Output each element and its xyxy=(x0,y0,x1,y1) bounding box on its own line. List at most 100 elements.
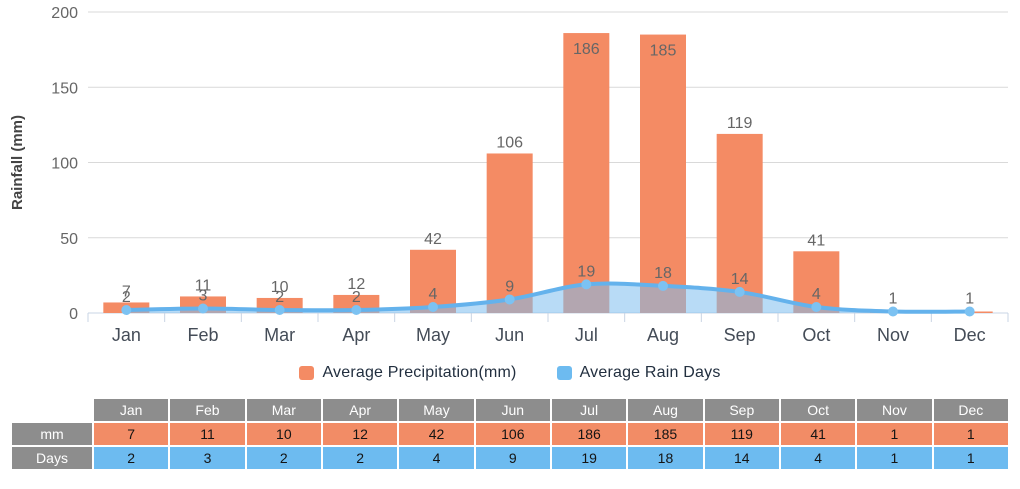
table-value-cell: 42 xyxy=(399,423,474,445)
table-value-cell: 12 xyxy=(322,423,398,445)
x-axis-label: Jun xyxy=(495,325,524,345)
x-axis-label: Nov xyxy=(877,325,909,345)
y-axis-tick-label: 0 xyxy=(69,306,78,323)
rain-days-value-label: 18 xyxy=(654,265,672,282)
table-row-days: Days 2 3 2 2 4 9 19 18 14 4 1 1 xyxy=(12,447,1008,469)
y-axis-tick-label: 50 xyxy=(60,231,78,248)
rain-days-value-label: 1 xyxy=(965,291,974,308)
table-value-cell: 18 xyxy=(628,447,703,469)
x-axis-label: Oct xyxy=(802,325,830,345)
legend-label: Average Precipitation(mm) xyxy=(322,364,517,381)
table-value-cell: 9 xyxy=(475,447,550,469)
table-value-cell: 10 xyxy=(246,423,321,445)
table-value-cell: 185 xyxy=(628,423,703,445)
rain-days-marker xyxy=(964,306,975,317)
table-row-label: mm xyxy=(12,423,92,445)
legend-label: Average Rain Days xyxy=(579,364,721,381)
x-axis-label: Dec xyxy=(954,325,986,345)
rain-days-marker xyxy=(581,279,592,290)
table-value-cell: 1 xyxy=(857,423,932,445)
precipitation-value-label: 186 xyxy=(573,41,600,58)
table-value-cell: 2 xyxy=(322,447,398,469)
rain-days-marker xyxy=(811,301,822,312)
precipitation-value-label: 106 xyxy=(496,134,523,151)
table-value-cell: 41 xyxy=(780,423,856,445)
rain-days-value-label: 2 xyxy=(352,289,361,306)
precipitation-bar xyxy=(486,153,533,313)
table-value-cell: 186 xyxy=(551,423,627,445)
rain-days-marker xyxy=(428,301,438,312)
precipitation-value-label: 42 xyxy=(424,231,442,248)
table-month-header: Nov xyxy=(857,399,932,421)
x-axis-label: May xyxy=(416,325,450,345)
table-value-cell: 119 xyxy=(704,423,779,445)
x-axis-label: Jan xyxy=(112,325,141,345)
x-axis-label: Apr xyxy=(342,325,370,345)
precipitation-value-label: 12 xyxy=(347,276,365,293)
rain-days-marker xyxy=(198,303,208,314)
table-value-cell: 19 xyxy=(551,447,627,469)
table-value-cell: 1 xyxy=(933,447,1008,469)
precipitation-bar xyxy=(563,33,610,313)
table-row-label: Days xyxy=(12,447,92,469)
precipitation-value-label: 10 xyxy=(271,279,289,296)
rain-days-legend-swatch xyxy=(556,366,572,380)
precipitation-value-label: 11 xyxy=(195,277,212,294)
x-axis-label: Mar xyxy=(264,325,295,345)
rain-days-marker xyxy=(888,306,898,317)
table-value-cell: 1 xyxy=(857,447,932,469)
rain-days-value-label: 9 xyxy=(505,278,514,295)
rain-days-value-label: 1 xyxy=(889,291,898,308)
table-corner-cell xyxy=(12,399,92,421)
x-axis-label: Sep xyxy=(724,325,756,345)
precipitation-value-label: 7 xyxy=(122,283,131,300)
precipitation-value-label: 119 xyxy=(727,115,753,132)
monthly-data-table: Jan Feb Mar Apr May Jun Jul Aug Sep Oct Nov Dec mm 7 1… xyxy=(10,397,1010,471)
x-axis-label: Aug xyxy=(647,325,679,345)
table-month-header: Sep xyxy=(704,399,779,421)
x-axis-label: Jul xyxy=(575,325,598,345)
table-month-header: Jul xyxy=(551,399,627,421)
precipitation-bar xyxy=(640,34,686,313)
rain-days-marker xyxy=(504,294,515,305)
y-axis-tick-label: 150 xyxy=(51,80,78,97)
precipitation-bar xyxy=(716,133,763,313)
precipitation-value-label: 185 xyxy=(650,43,677,60)
rain-days-value-label: 4 xyxy=(812,286,821,303)
rain-days-value-label: 2 xyxy=(275,289,284,306)
rain-days-marker xyxy=(274,304,285,315)
table-value-cell: 1 xyxy=(933,423,1008,445)
table-month-header: Aug xyxy=(628,399,703,421)
rain-days-marker xyxy=(658,280,668,291)
rain-days-area xyxy=(126,283,970,313)
rain-days-marker xyxy=(121,304,132,315)
rain-days-value-label: 19 xyxy=(577,263,595,280)
rain-days-line xyxy=(124,281,972,314)
rain-days-marker xyxy=(351,304,362,315)
table-month-header: Dec xyxy=(933,399,1008,421)
rain-days-value-label: 4 xyxy=(429,286,438,303)
table-month-header: Feb xyxy=(170,399,245,421)
legend-item-rain-days: Average Rain Days xyxy=(556,364,721,382)
table-month-header: Jun xyxy=(475,399,550,421)
rainfall-chart: 0 50 100 150 200 Rainfall (mm) Jan Feb Mar Apr May… xyxy=(9,5,1009,345)
rain-days-value-label: 3 xyxy=(199,287,208,304)
table-month-header: Oct xyxy=(780,399,856,421)
table-value-cell: 106 xyxy=(475,423,550,445)
precipitation-legend-swatch xyxy=(299,366,315,380)
table-month-header: May xyxy=(399,399,474,421)
rain-days-value-label: 2 xyxy=(122,289,131,306)
y-axis-tick-label: 100 xyxy=(51,156,78,173)
table-month-header: Jan xyxy=(94,399,169,421)
chart-legend: Average Precipitation(mm) Average Rain Da… xyxy=(0,361,1020,385)
table-value-cell: 11 xyxy=(170,423,245,445)
y-axis-tick-label: 200 xyxy=(51,5,78,22)
rain-days-value-label: 14 xyxy=(731,271,749,288)
table-value-cell: 4 xyxy=(780,447,856,469)
table-header-row: Jan Feb Mar Apr May Jun Jul Aug Sep Oct Nov Dec xyxy=(12,399,1008,421)
legend-item-precipitation: Average Precipitation(mm) xyxy=(299,364,516,382)
table-value-cell: 2 xyxy=(246,447,321,469)
table-value-cell: 7 xyxy=(94,423,169,445)
x-axis-label: Feb xyxy=(187,325,218,345)
